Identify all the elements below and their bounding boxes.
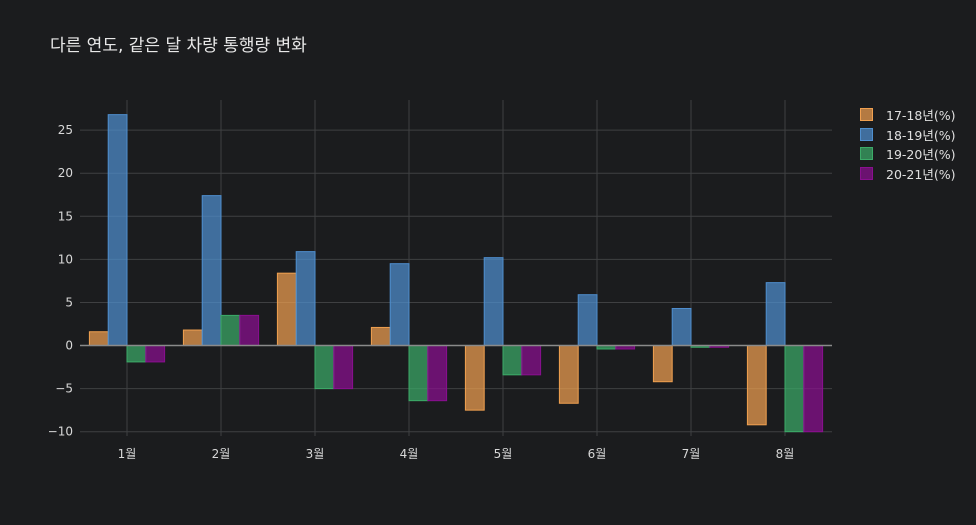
x-tick-label: 2월 xyxy=(212,447,231,461)
x-tick-label: 6월 xyxy=(588,447,607,461)
legend-swatch xyxy=(860,147,873,161)
bar-19-20년(%)-1월[interactable] xyxy=(126,345,147,363)
bar-18-19년(%)-1월[interactable] xyxy=(107,114,128,347)
bar-18-19년(%)-3월[interactable] xyxy=(295,251,316,347)
bar-17-18년(%)-2월[interactable] xyxy=(182,329,203,347)
bar-20-21년(%)-8월[interactable] xyxy=(803,345,824,433)
bar-17-18년(%)-4월[interactable] xyxy=(370,326,391,347)
chart-title: 다른 연도, 같은 달 차량 통행량 변화 xyxy=(50,36,307,56)
bar-18-19년(%)-4월[interactable] xyxy=(389,263,410,347)
y-tick-label: 20 xyxy=(58,166,73,180)
legend-item[interactable]: 17-18년(%) xyxy=(860,105,955,125)
x-tick-label: 1월 xyxy=(118,447,137,461)
legend-label: 20-21년(%) xyxy=(886,166,956,182)
y-tick-label: 15 xyxy=(58,209,73,223)
legend-swatch xyxy=(860,127,873,141)
legend-swatch xyxy=(860,108,873,122)
x-tick-label: 3월 xyxy=(306,447,325,461)
bars xyxy=(80,114,832,433)
bar-20-21년(%)-5월[interactable] xyxy=(521,345,542,376)
legend-item[interactable]: 19-20년(%) xyxy=(860,144,955,164)
x-tick-label: 7월 xyxy=(682,447,701,461)
bar-17-18년(%)-8월[interactable] xyxy=(746,345,767,426)
bar-19-20년(%)-8월[interactable] xyxy=(784,345,805,433)
bar-18-19년(%)-5월[interactable] xyxy=(483,257,504,347)
bar-17-18년(%)-1월[interactable] xyxy=(88,331,109,347)
bar-18-19년(%)-8월[interactable] xyxy=(765,282,786,347)
y-tick-label: 25 xyxy=(58,123,73,137)
x-tick-label: 4월 xyxy=(400,447,419,461)
y-tick-label: −10 xyxy=(48,425,73,439)
bar-20-21년(%)-3월[interactable] xyxy=(333,345,354,390)
x-tick-label: 8월 xyxy=(776,447,795,461)
y-tick-label: −5 xyxy=(55,382,73,396)
legend[interactable]: 17-18년(%) 18-19년(%) 19-20년(%) 20-21년(%) xyxy=(860,105,955,183)
bar-19-20년(%)-3월[interactable] xyxy=(314,345,335,390)
bar-20-21년(%)-1월[interactable] xyxy=(145,345,166,363)
legend-item[interactable]: 18-19년(%) xyxy=(860,125,955,145)
x-tick-label: 5월 xyxy=(494,447,513,461)
bar-18-19년(%)-7월[interactable] xyxy=(671,307,692,347)
legend-label: 19-20년(%) xyxy=(886,147,956,163)
legend-item[interactable]: 20-21년(%) xyxy=(860,164,955,184)
bar-18-19년(%)-6월[interactable] xyxy=(577,294,598,347)
y-tick-label: 0 xyxy=(65,339,73,353)
bar-17-18년(%)-7월[interactable] xyxy=(652,345,673,383)
y-tick-label: 5 xyxy=(65,295,73,309)
y-tick-label: 10 xyxy=(58,252,73,266)
bar-17-18년(%)-3월[interactable] xyxy=(276,272,297,347)
bar-17-18년(%)-5월[interactable] xyxy=(464,345,485,411)
bar-19-20년(%)-2월[interactable] xyxy=(220,314,241,347)
bar-20-21년(%)-4월[interactable] xyxy=(427,345,448,402)
gridlines xyxy=(80,100,832,436)
bar-18-19년(%)-2월[interactable] xyxy=(201,195,222,347)
bar-19-20년(%)-5월[interactable] xyxy=(502,345,523,376)
bar-17-18년(%)-6월[interactable] xyxy=(558,345,579,404)
bar-19-20년(%)-4월[interactable] xyxy=(408,345,429,402)
legend-label: 17-18년(%) xyxy=(886,108,956,124)
legend-swatch xyxy=(860,166,873,180)
axis-labels: −10 −5 0 5 10 15 20 25 1월 2월 3월 4월 5월 6월 7월 8월 xyxy=(48,123,795,461)
bar-20-21년(%)-2월[interactable] xyxy=(239,314,260,347)
legend-label: 18-19년(%) xyxy=(886,127,956,143)
